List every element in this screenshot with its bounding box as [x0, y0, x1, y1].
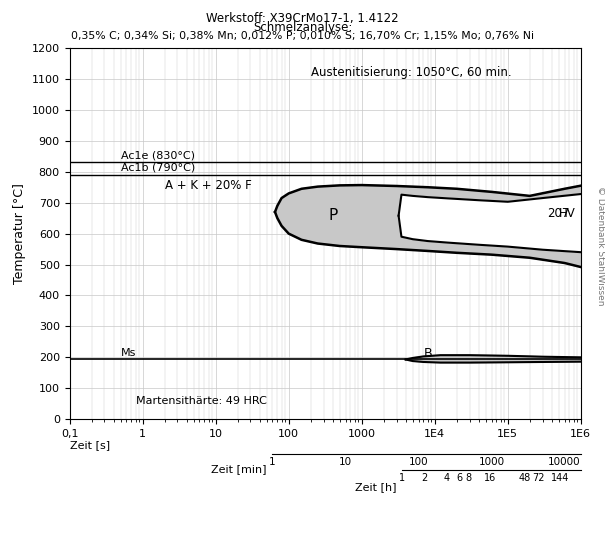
Text: 1: 1	[399, 473, 405, 483]
Text: 1: 1	[269, 457, 276, 467]
Text: 8: 8	[465, 473, 471, 483]
Text: 16: 16	[484, 473, 496, 483]
Text: 2: 2	[421, 473, 428, 483]
Polygon shape	[399, 194, 581, 252]
Text: Austenitisierung: 1050°C, 60 min.: Austenitisierung: 1050°C, 60 min.	[310, 66, 511, 80]
Text: Ac1e (830°C): Ac1e (830°C)	[121, 151, 195, 160]
Text: Martensithärte: 49 HRC: Martensithärte: 49 HRC	[136, 396, 267, 406]
Text: 144: 144	[551, 473, 569, 483]
Text: 100: 100	[409, 457, 428, 467]
Text: © Datenbank StahlWissen: © Datenbank StahlWissen	[597, 186, 605, 305]
Polygon shape	[406, 355, 581, 363]
Text: A + K + 20% F: A + K + 20% F	[165, 179, 251, 192]
Text: 10: 10	[339, 457, 352, 467]
Text: 4: 4	[443, 473, 450, 483]
Text: Zeit [min]: Zeit [min]	[211, 465, 266, 475]
Text: 10000: 10000	[548, 457, 581, 467]
Text: HV: HV	[559, 207, 575, 220]
Text: 1000: 1000	[479, 457, 505, 467]
Text: Zeit [s]: Zeit [s]	[70, 441, 110, 451]
Text: Zeit [h]: Zeit [h]	[355, 482, 396, 492]
Polygon shape	[275, 185, 581, 267]
Text: 207: 207	[548, 207, 570, 220]
Text: 0,35% C; 0,34% Si; 0,38% Mn; 0,012% P; 0,010% S; 16,70% Cr; 1,15% Mo; 0,76% Ni: 0,35% C; 0,34% Si; 0,38% Mn; 0,012% P; 0…	[71, 31, 534, 41]
Text: Ac1b (790°C): Ac1b (790°C)	[121, 163, 195, 172]
Text: P: P	[328, 208, 337, 223]
Text: B: B	[424, 347, 432, 360]
Text: Werkstoff: X39CrMo17-1, 1.4122: Werkstoff: X39CrMo17-1, 1.4122	[206, 12, 399, 25]
Text: 6: 6	[456, 473, 462, 483]
Text: 48: 48	[519, 473, 531, 483]
Text: Schmelzanalyse:: Schmelzanalyse:	[253, 21, 352, 34]
Text: 72: 72	[532, 473, 544, 483]
Text: Ms: Ms	[121, 348, 136, 358]
Y-axis label: Temperatur [°C]: Temperatur [°C]	[13, 183, 26, 284]
